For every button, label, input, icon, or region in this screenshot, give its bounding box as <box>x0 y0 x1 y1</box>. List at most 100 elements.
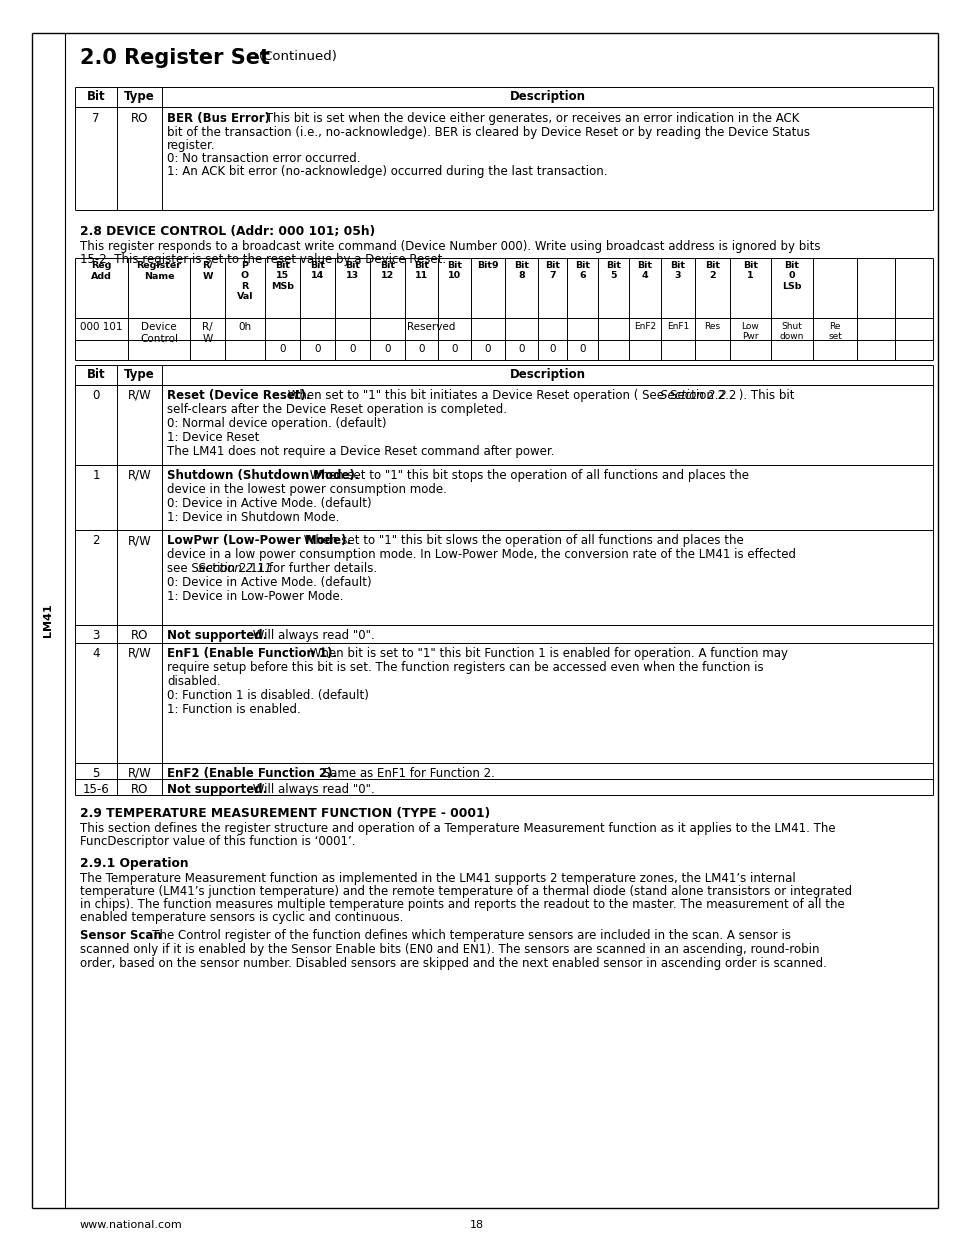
Text: FuncDescriptor value of this function is ‘0001’.: FuncDescriptor value of this function is… <box>80 835 355 848</box>
Text: Shutdown (Shutdown Mode).: Shutdown (Shutdown Mode). <box>167 469 359 482</box>
Text: 0: 0 <box>384 345 391 354</box>
Text: Bit
3: Bit 3 <box>670 261 685 280</box>
Text: 1: Device in Shutdown Mode.: 1: Device in Shutdown Mode. <box>167 511 339 524</box>
Text: RO: RO <box>131 629 148 642</box>
Text: device in the lowest power consumption mode.: device in the lowest power consumption m… <box>167 483 446 496</box>
Text: 3: 3 <box>92 629 99 642</box>
Text: LowPwr (Low-Power Mode).: LowPwr (Low-Power Mode). <box>167 534 351 547</box>
Text: Bit
15
MSb: Bit 15 MSb <box>271 261 294 290</box>
Text: Bit
8: Bit 8 <box>514 261 529 280</box>
Text: 0: Normal device operation. (default): 0: Normal device operation. (default) <box>167 417 386 430</box>
Text: 7: 7 <box>92 112 100 125</box>
Text: R/W: R/W <box>128 647 152 659</box>
Text: 0: 0 <box>578 345 585 354</box>
Text: temperature (LM41’s junction temperature) and the remote temperature of a therma: temperature (LM41’s junction temperature… <box>80 885 851 898</box>
Text: 0: 0 <box>417 345 424 354</box>
Text: Bit
13: Bit 13 <box>345 261 359 280</box>
Text: When set to "1" this bit stops the operation of all functions and places the: When set to "1" this bit stops the opera… <box>305 469 748 482</box>
Text: 0: 0 <box>484 345 491 354</box>
Text: EnF2: EnF2 <box>634 322 656 331</box>
Text: 2.0 Register Set: 2.0 Register Set <box>80 48 270 68</box>
Text: self-clears after the Device Reset operation is completed.: self-clears after the Device Reset opera… <box>167 403 506 416</box>
Text: in chips). The function measures multiple temperature points and reports the rea: in chips). The function measures multipl… <box>80 898 843 911</box>
Text: 2.8 DEVICE CONTROL (Addr: 000 101; 05h): 2.8 DEVICE CONTROL (Addr: 000 101; 05h) <box>80 225 375 238</box>
Text: Register
Name: Register Name <box>136 261 181 282</box>
Text: Low
Pwr: Low Pwr <box>740 322 759 341</box>
Text: www.national.com: www.national.com <box>80 1220 183 1230</box>
Text: Bit
14: Bit 14 <box>310 261 325 280</box>
Text: 0: 0 <box>92 389 99 403</box>
Text: Reg
Add: Reg Add <box>91 261 112 282</box>
Text: Bit: Bit <box>87 368 105 382</box>
Text: Bit
2: Bit 2 <box>704 261 720 280</box>
Text: Re
set: Re set <box>827 322 841 341</box>
Text: R/W: R/W <box>128 767 152 781</box>
Text: 2.9 TEMPERATURE MEASUREMENT FUNCTION (TYPE - 0001): 2.9 TEMPERATURE MEASUREMENT FUNCTION (TY… <box>80 806 490 820</box>
Text: 0: Function 1 is disabled. (default): 0: Function 1 is disabled. (default) <box>167 689 369 701</box>
Text: Type: Type <box>124 368 154 382</box>
Text: 0: 0 <box>279 345 286 354</box>
Text: Shut
down: Shut down <box>779 322 803 341</box>
Text: Bit
1: Bit 1 <box>742 261 758 280</box>
Text: 0: 0 <box>314 345 320 354</box>
Text: EnF1: EnF1 <box>666 322 688 331</box>
Text: Reset (Device Reset).: Reset (Device Reset). <box>167 389 310 403</box>
Text: R/W: R/W <box>128 534 152 547</box>
Text: When set to "1" this bit initiates a Device Reset operation ( See  Section 2.2 ): When set to "1" this bit initiates a Dev… <box>283 389 793 403</box>
Text: Section 2.2: Section 2.2 <box>659 389 725 403</box>
Text: Not supported.: Not supported. <box>167 629 267 642</box>
Text: LM41: LM41 <box>44 604 53 637</box>
Text: BER (Bus Error): BER (Bus Error) <box>167 112 270 125</box>
Text: This bit is set when the device either generates, or receives an error indicatio: This bit is set when the device either g… <box>262 112 799 125</box>
Text: device in a low power consumption mode. In Low-Power Mode, the conversion rate o: device in a low power consumption mode. … <box>167 548 795 561</box>
Text: 0: 0 <box>517 345 524 354</box>
Text: 1: Device in Low-Power Mode.: 1: Device in Low-Power Mode. <box>167 590 343 603</box>
Text: This section defines the register structure and operation of a Temperature Measu: This section defines the register struct… <box>80 823 835 835</box>
Text: Description: Description <box>509 90 585 103</box>
Text: Bit9: Bit9 <box>476 261 498 270</box>
Text: 4: 4 <box>92 647 100 659</box>
Text: disabled.: disabled. <box>167 676 220 688</box>
Text: Bit
4: Bit 4 <box>637 261 652 280</box>
Text: 5: 5 <box>92 767 99 781</box>
Text: 0h: 0h <box>238 322 252 332</box>
Text: (Continued): (Continued) <box>258 49 337 63</box>
Text: 15-2. This register is set to the reset value by a Device Reset.: 15-2. This register is set to the reset … <box>80 253 446 266</box>
Text: 1: 1 <box>92 469 100 482</box>
Text: 15-6: 15-6 <box>83 783 110 797</box>
Text: The Control register of the function defines which temperature sensors are inclu: The Control register of the function def… <box>141 929 790 942</box>
Text: When bit is set to "1" this bit Function 1 is enabled for operation. A function : When bit is set to "1" this bit Function… <box>305 647 787 659</box>
Text: Reserved: Reserved <box>407 322 456 332</box>
Text: Sensor Scan: Sensor Scan <box>80 929 162 942</box>
Text: The LM41 does not require a Device Reset command after power.: The LM41 does not require a Device Reset… <box>167 445 554 458</box>
Text: 0: 0 <box>549 345 556 354</box>
Text: Bit: Bit <box>87 90 105 103</box>
Text: The Temperature Measurement function as implemented in the LM41 supports 2 tempe: The Temperature Measurement function as … <box>80 872 795 885</box>
Text: Type: Type <box>124 90 154 103</box>
Text: Bit
5: Bit 5 <box>605 261 620 280</box>
Text: R/
W: R/ W <box>202 322 213 345</box>
Text: Bit
10: Bit 10 <box>447 261 461 280</box>
Text: 0: 0 <box>349 345 355 354</box>
Text: Not supported.: Not supported. <box>167 783 267 797</box>
Text: P
O
R
Val: P O R Val <box>236 261 253 301</box>
Text: require setup before this bit is set. The function registers can be accessed eve: require setup before this bit is set. Th… <box>167 661 762 674</box>
Text: Bit
7: Bit 7 <box>544 261 559 280</box>
Text: 18: 18 <box>470 1220 483 1230</box>
Text: Will always read "0".: Will always read "0". <box>249 783 375 797</box>
Text: 0: No transaction error occurred.: 0: No transaction error occurred. <box>167 152 360 165</box>
Text: scanned only if it is enabled by the Sensor Enable bits (EN0 and EN1). The senso: scanned only if it is enabled by the Sen… <box>80 944 819 956</box>
Text: Description: Description <box>509 368 585 382</box>
Text: see Section 2.11 for further details.: see Section 2.11 for further details. <box>167 562 376 576</box>
Text: Bit
6: Bit 6 <box>575 261 589 280</box>
Text: RO: RO <box>131 112 148 125</box>
Text: EnF2 (Enable Function 2).: EnF2 (Enable Function 2). <box>167 767 336 781</box>
Text: bit of the transaction (i.e., no-acknowledge). BER is cleared by Device Reset or: bit of the transaction (i.e., no-acknowl… <box>167 126 809 140</box>
Text: 0: Device in Active Mode. (default): 0: Device in Active Mode. (default) <box>167 496 372 510</box>
Text: 1: An ACK bit error (no-acknowledge) occurred during the last transaction.: 1: An ACK bit error (no-acknowledge) occ… <box>167 165 607 178</box>
Text: When set to "1" this bit slows the operation of all functions and places the: When set to "1" this bit slows the opera… <box>300 534 743 547</box>
Text: 0: 0 <box>451 345 457 354</box>
Text: R/W: R/W <box>128 389 152 403</box>
Text: register.: register. <box>167 140 215 152</box>
Text: Device
Control: Device Control <box>140 322 178 345</box>
